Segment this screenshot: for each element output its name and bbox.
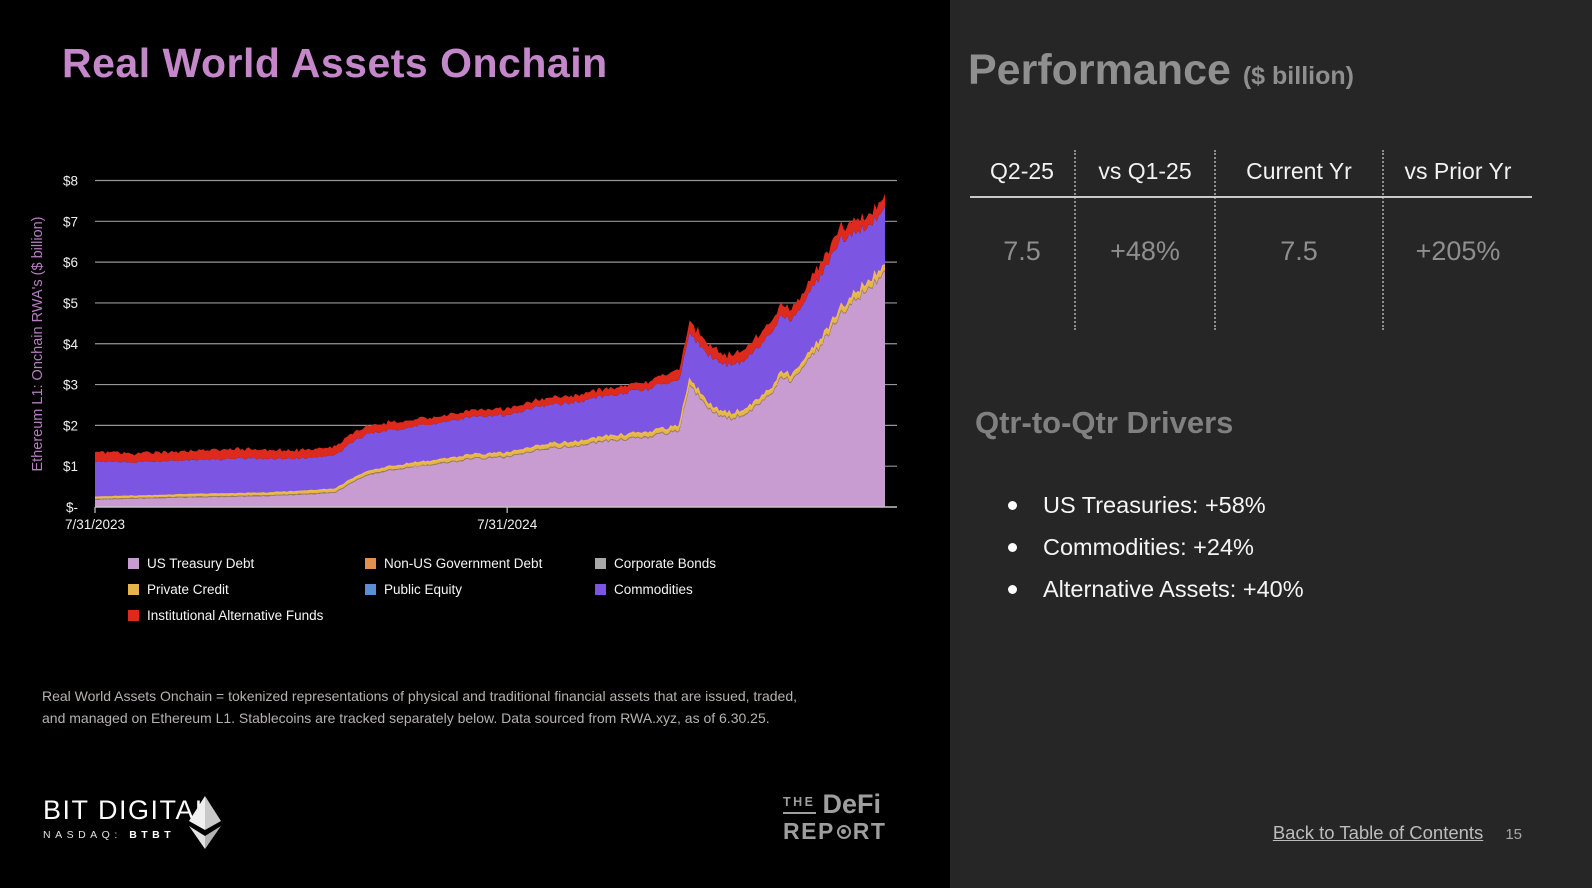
chart-legend: US Treasury Debt Non-US Government Debt …	[128, 556, 716, 623]
legend-item: Corporate Bonds	[595, 556, 716, 571]
driver-text: Commodities: +24%	[1043, 534, 1254, 560]
driver-item: Alternative Assets: +40%	[1008, 576, 1304, 603]
defi-report-logo: THE DeFi REP RT	[783, 791, 886, 845]
ethereum-icon	[189, 796, 221, 849]
legend-item: Non-US Government Debt	[365, 556, 595, 571]
defi-report-report: REP RT	[783, 818, 887, 844]
bullet-icon	[1008, 585, 1017, 594]
defi-report-the: THE	[783, 795, 816, 814]
y-tick-label: $-	[66, 500, 78, 515]
back-to-toc-link[interactable]: Back to Table of Contents	[1272, 822, 1484, 843]
legend-item: Public Equity	[365, 582, 595, 597]
legend-label: Commodities	[614, 582, 693, 597]
legend-label: Private Credit	[147, 582, 229, 597]
bullet-icon	[1008, 543, 1017, 552]
left-panel: Real World Assets Onchain Ethereum L1: O…	[30, 40, 897, 849]
perf-col-header: vs Q1-25	[1098, 158, 1192, 184]
y-tick-label: $8	[63, 174, 78, 189]
driver-text: US Treasuries: +58%	[1043, 492, 1266, 518]
bullet-icon	[1008, 501, 1017, 510]
legend-label: Institutional Alternative Funds	[147, 608, 324, 623]
performance-units: ($ billion)	[1242, 62, 1354, 90]
legend-item: US Treasury Debt	[128, 556, 365, 571]
legend-item: Institutional Alternative Funds	[128, 608, 365, 623]
y-tick-label: $7	[63, 214, 78, 229]
y-tick-label: $5	[63, 296, 78, 311]
legend-swatch-non-us-gov	[365, 558, 376, 569]
perf-col-vs-prior-yr: vs Prior Yr +205%	[1384, 150, 1532, 330]
page-number: 15	[1505, 826, 1522, 843]
y-axis-title: Ethereum L1: Onchain RWA's ($ billion)	[30, 216, 46, 471]
drivers-list: US Treasuries: +58% Commodities: +24% Al…	[1008, 492, 1304, 618]
legend-swatch-private-credit	[128, 584, 139, 595]
bit-digital-wordmark: BIT DIGITAL	[43, 795, 212, 825]
drivers-heading: Qtr-to-Qtr Drivers	[975, 405, 1234, 440]
legend-swatch-inst-alt-funds	[128, 610, 139, 621]
perf-value: 7.5	[1003, 236, 1041, 266]
legend-swatch-public-equity	[365, 584, 376, 595]
legend-item: Private Credit	[128, 582, 365, 597]
perf-col-header: Current Yr	[1246, 158, 1352, 184]
footnote: Real World Assets Onchain = tokenized re…	[42, 686, 797, 729]
driver-text: Alternative Assets: +40%	[1043, 576, 1304, 602]
slide-footer: Back to Table of Contents 15	[1273, 822, 1592, 844]
y-tick-label: $1	[63, 459, 78, 474]
area-series-0	[95, 271, 885, 507]
right-panel: Performance ($ billion) Q2-25 7.5 vs Q1-…	[950, 0, 1592, 888]
driver-item: Commodities: +24%	[1008, 534, 1304, 561]
rwa-stacked-area-chart: Ethereum L1: Onchain RWA's ($ billion) $…	[30, 174, 897, 532]
legend-label: Public Equity	[384, 582, 463, 597]
target-o-icon	[836, 824, 851, 839]
x-tick-label: 7/31/2024	[477, 517, 538, 532]
perf-value: +205%	[1415, 236, 1501, 266]
area-series-5	[95, 206, 885, 497]
legend-label: Non-US Government Debt	[384, 556, 543, 571]
driver-item: US Treasuries: +58%	[1008, 492, 1304, 519]
footnote-line-1: Real World Assets Onchain = tokenized re…	[42, 688, 798, 704]
perf-col-vs-q1-25: vs Q1-25 +48%	[1076, 150, 1216, 330]
perf-col-current-yr: Current Yr 7.5	[1216, 150, 1384, 330]
performance-heading: Performance ($ billion)	[968, 46, 1354, 94]
legend-swatch-commodities	[595, 584, 606, 595]
perf-col-header: Q2-25	[990, 158, 1054, 184]
table-header-underline	[970, 196, 1532, 198]
y-tick-label: $2	[63, 418, 78, 433]
private-credit-edge	[95, 264, 886, 499]
bit-digital-ticker: NASDAQ: BTBT	[43, 829, 176, 841]
y-tick-label: $4	[63, 337, 79, 352]
defi-report-defi: DeFi	[822, 789, 882, 819]
x-tick-label: 7/31/2023	[65, 517, 125, 532]
y-tick-label: $6	[63, 255, 78, 270]
legend-label: Corporate Bonds	[614, 556, 717, 571]
perf-value: 7.5	[1280, 236, 1318, 266]
legend-swatch-corporate-bonds	[595, 558, 606, 569]
legend-swatch-us-treasury	[128, 558, 139, 569]
perf-col-q2-25: Q2-25 7.5	[970, 150, 1076, 330]
y-tick-label: $3	[63, 378, 78, 393]
perf-col-header: vs Prior Yr	[1404, 158, 1512, 184]
legend-item: Commodities	[595, 582, 716, 597]
footnote-line-2: and managed on Ethereum L1. Stablecoins …	[42, 709, 770, 726]
bit-digital-logo: BIT DIGITAL NASDAQ: BTBT	[43, 795, 212, 841]
page-title: Real World Assets Onchain	[62, 40, 608, 86]
perf-value: +48%	[1110, 236, 1180, 266]
performance-table: Q2-25 7.5 vs Q1-25 +48% Current Yr 7.5 v…	[970, 150, 1532, 330]
legend-label: US Treasury Debt	[147, 556, 255, 571]
